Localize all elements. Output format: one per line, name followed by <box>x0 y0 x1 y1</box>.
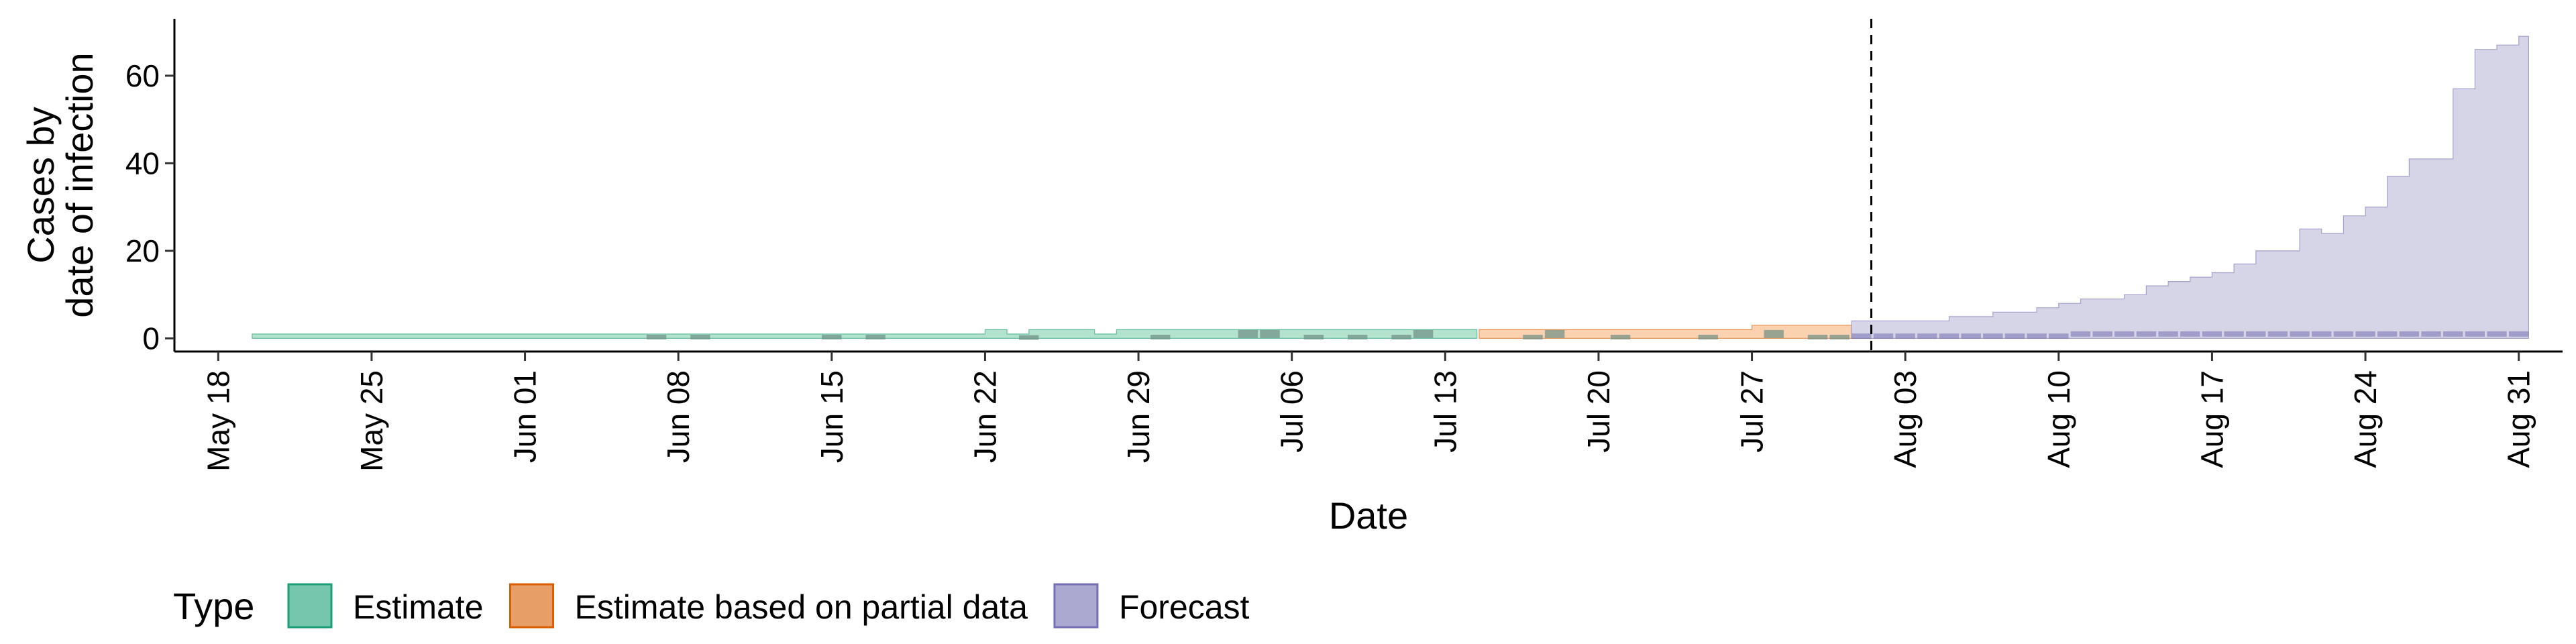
legend-label-estimate-based-on-partial-data: Estimate based on partial data <box>575 588 1028 626</box>
legend-swatch-estimate-based-on-partial-data <box>509 583 555 629</box>
x-tick-label: Jun 01 <box>508 370 543 463</box>
x-tick-label: Aug 31 <box>2502 370 2536 468</box>
legend-swatch-forecast <box>1053 583 1099 629</box>
x-tick-label: Jul 20 <box>1581 370 1616 453</box>
x-tick-label: Jul 27 <box>1735 370 1770 453</box>
ribbon-estimate <box>252 329 1478 339</box>
x-tick-label: Jul 13 <box>1428 370 1462 453</box>
legend-swatch-estimate <box>287 583 333 629</box>
x-tick-label: Aug 17 <box>2194 370 2229 468</box>
plot-area <box>252 19 2529 352</box>
legend-label-forecast: Forecast <box>1119 588 1250 626</box>
y-axis-title-line: date of infection <box>58 52 101 317</box>
x-tick-label: Jul 06 <box>1275 370 1309 453</box>
y-axis-title-line: Cases by <box>19 107 62 263</box>
x-tick-label: Aug 10 <box>2041 370 2076 468</box>
y-tick-label: 20 <box>125 233 160 268</box>
y-tick-label: 0 <box>142 321 160 356</box>
y-tick-label: 40 <box>125 146 160 180</box>
legend-title: Type <box>173 585 254 627</box>
axes: 0 20 40 60 Cases bydate of infection May 18 Ma… <box>19 19 2563 537</box>
legend: Type Estimate Estimate based on partial da… <box>173 583 1250 629</box>
x-tick-label: Jun 29 <box>1121 370 1156 463</box>
ribbon-forecast <box>1851 36 2529 339</box>
x-tick-label: Jun 15 <box>814 370 849 463</box>
y-axis-title: Cases bydate of infection <box>19 52 101 317</box>
x-axis-title: Date <box>1329 494 1408 537</box>
x-tick-label: Aug 24 <box>2348 370 2383 468</box>
x-tick-label: May 25 <box>354 370 389 472</box>
x-tick-label: Jun 22 <box>967 370 1002 463</box>
x-tick-label: Jun 08 <box>661 370 696 463</box>
x-tick-label: May 18 <box>201 370 235 472</box>
x-tick-label: Aug 03 <box>1888 370 1923 468</box>
y-tick-label: 60 <box>125 58 160 93</box>
legend-label-estimate: Estimate <box>353 588 484 626</box>
